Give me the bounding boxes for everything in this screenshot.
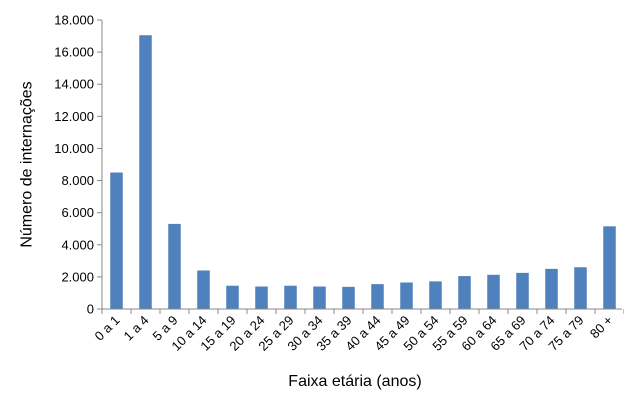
bar	[400, 282, 413, 309]
bar	[545, 268, 558, 309]
y-tick-label: 0	[87, 302, 94, 317]
bar	[487, 274, 500, 309]
y-tick-label: 8.000	[61, 173, 94, 188]
bar	[313, 286, 326, 309]
bar	[110, 172, 123, 309]
x-axis-title: Faixa etária (anos)	[288, 373, 421, 390]
y-tick-label: 2.000	[61, 269, 94, 284]
bar	[342, 286, 355, 309]
bar	[139, 35, 152, 309]
y-tick-label: 16.000	[54, 45, 94, 60]
y-tick-label: 14.000	[54, 77, 94, 92]
y-tick-label: 18.000	[54, 13, 94, 28]
y-axis-ticks: 0 2.000 4.000 6.000 8.000 10.000 12.000 14.000 1…	[54, 13, 102, 317]
bar	[516, 272, 529, 309]
x-tick-label: 80 +	[587, 313, 616, 342]
y-tick-label: 10.000	[54, 141, 94, 156]
x-tick-label: 0 a 1	[92, 313, 123, 344]
bar	[574, 267, 587, 309]
bar	[168, 223, 181, 309]
bar	[197, 270, 210, 309]
bar	[603, 226, 616, 309]
bar	[429, 281, 442, 309]
y-axis-title: Número de internações	[19, 81, 36, 247]
bar	[284, 285, 297, 309]
y-tick-label: 6.000	[61, 205, 94, 220]
bar	[458, 276, 471, 309]
x-tick-label: 1 a 4	[121, 313, 152, 344]
y-tick-label: 4.000	[61, 237, 94, 252]
bar	[226, 285, 239, 309]
bars	[110, 35, 616, 309]
y-tick-label: 12.000	[54, 109, 94, 124]
bar	[371, 284, 384, 309]
bar	[255, 286, 268, 309]
